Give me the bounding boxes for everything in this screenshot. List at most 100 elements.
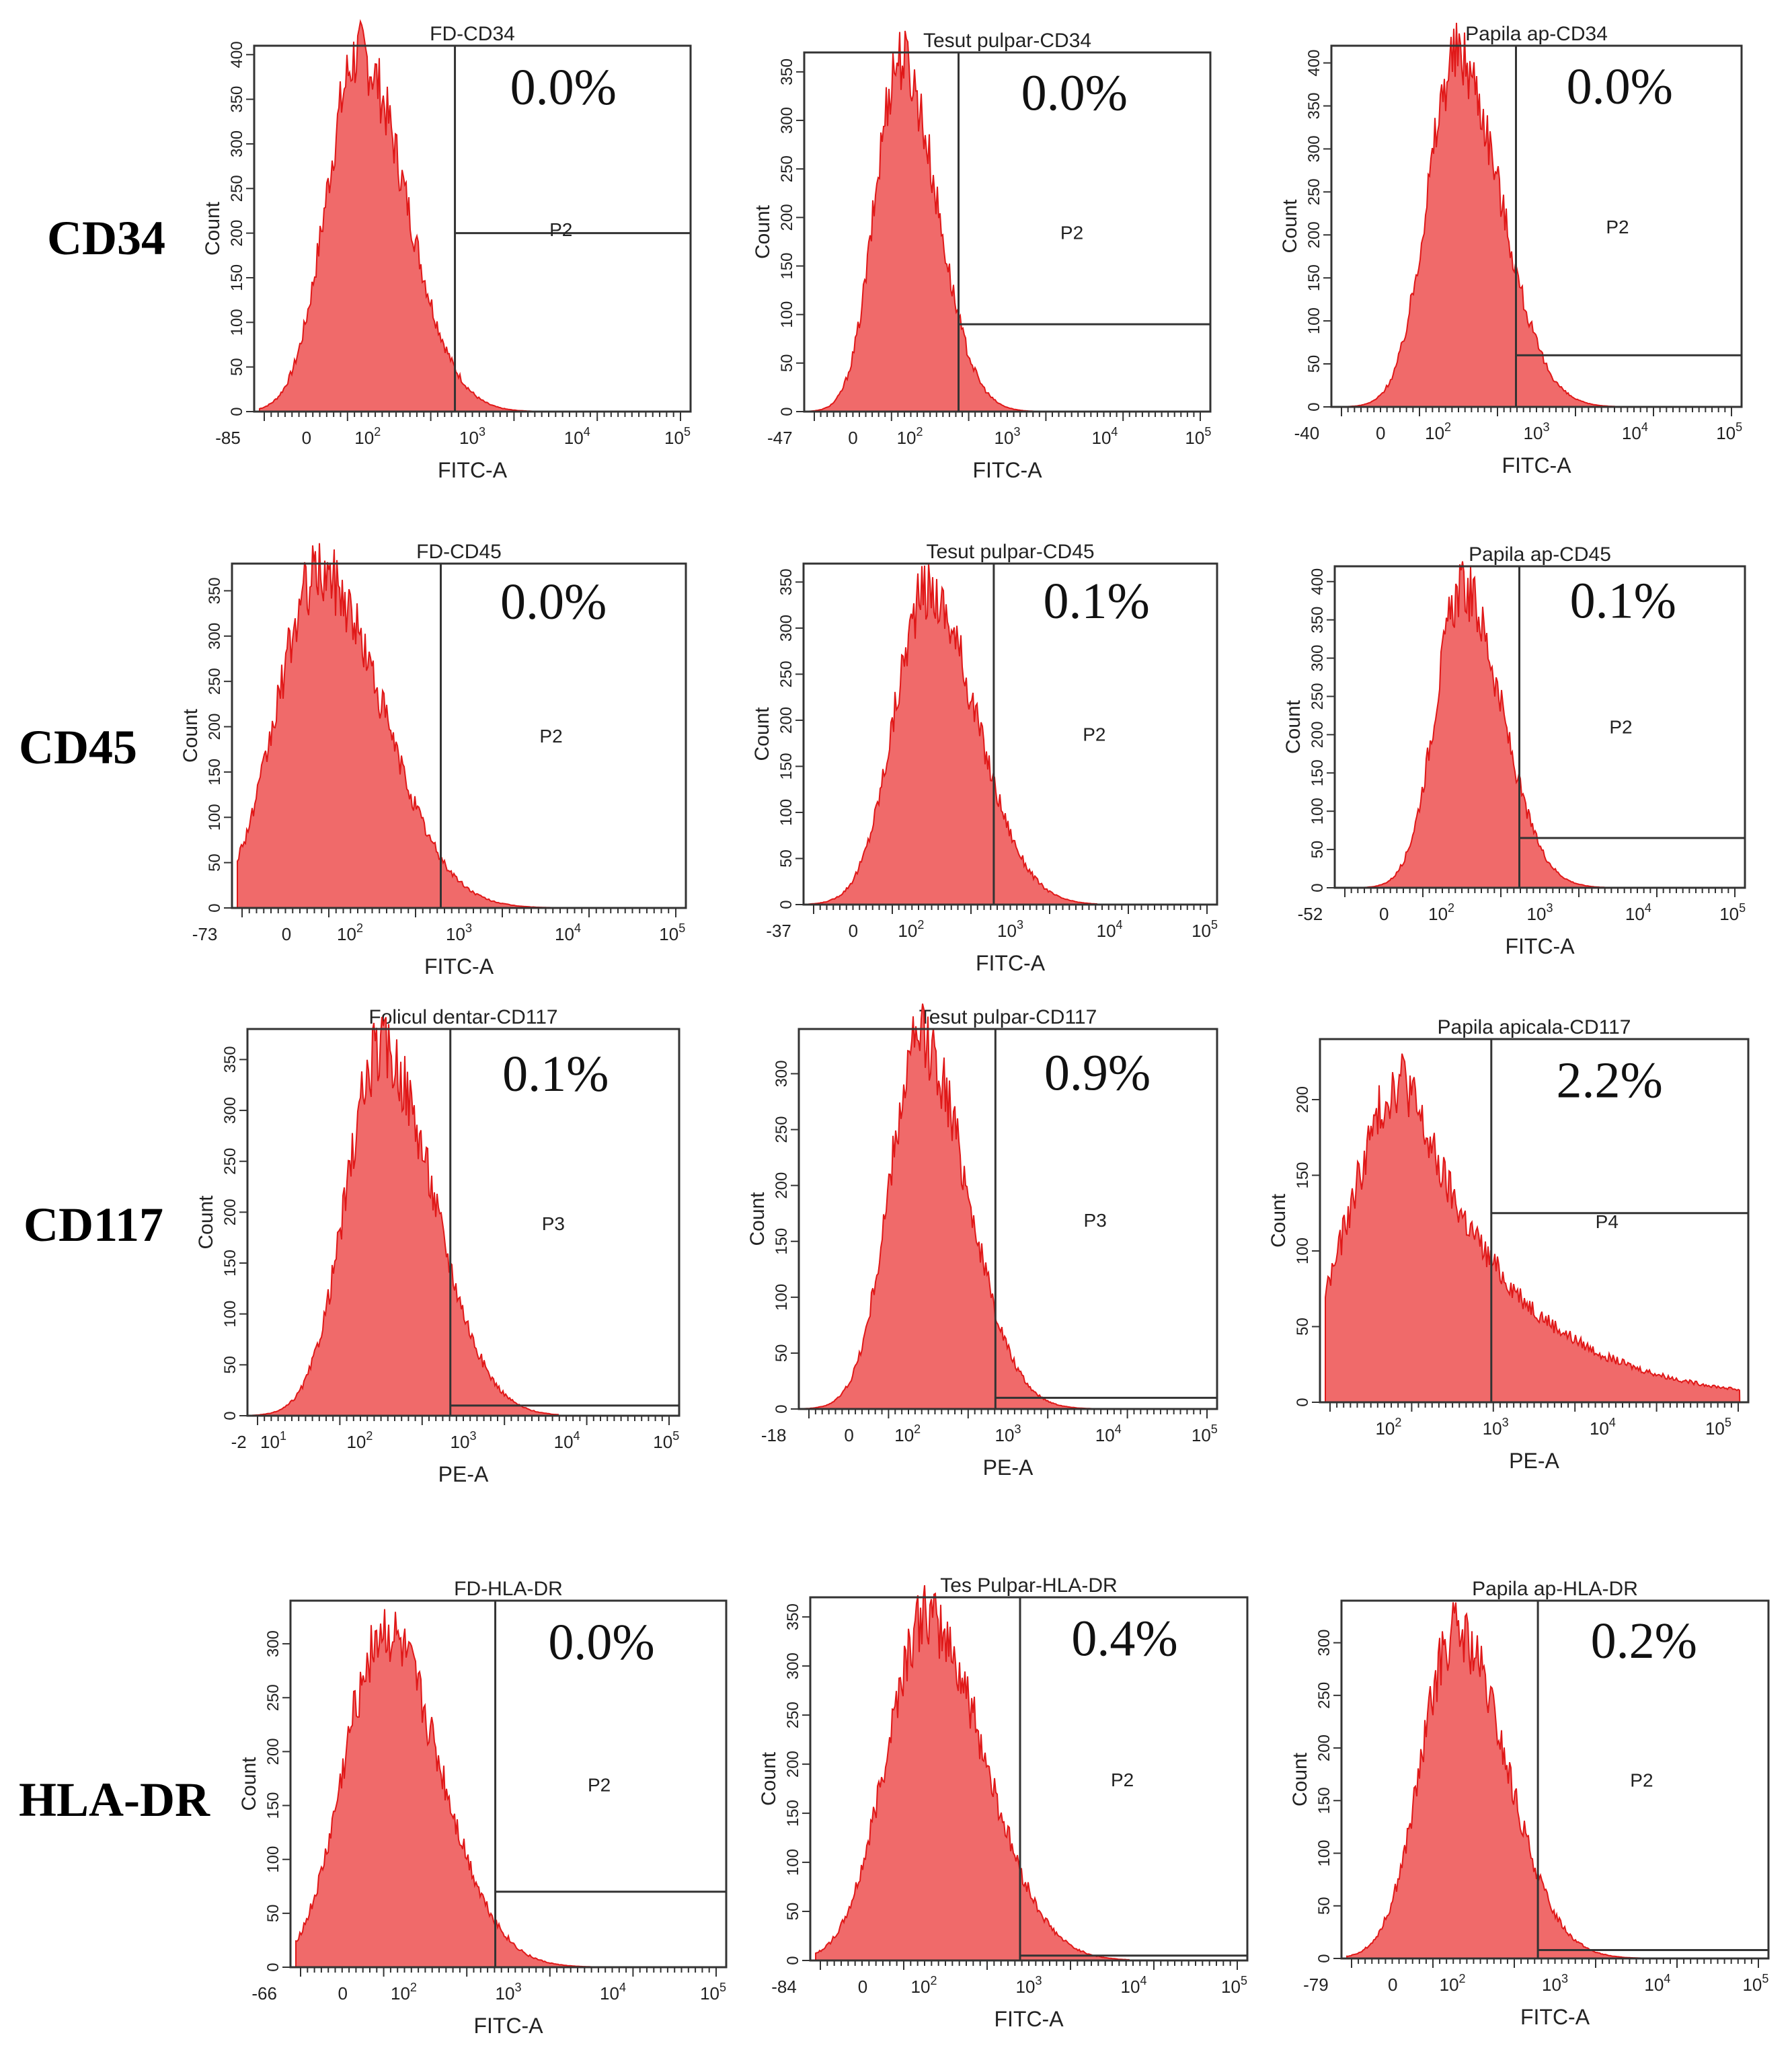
y-tick-label: 0 [1309, 883, 1327, 892]
gate-percent: 0.0% [1021, 65, 1128, 121]
x-axis-label: PE-A [983, 1455, 1034, 1480]
y-tick-label: 50 [777, 849, 795, 868]
y-tick-label: 350 [206, 577, 224, 604]
y-tick-label: 50 [264, 1905, 282, 1923]
x-tick-label: -79 [1303, 1975, 1329, 1995]
x-tick-label: -37 [766, 921, 791, 941]
histogram-panel-10: FD-HLA-DR 0.0% P2 0 50 100 150 200 250 300 Count -6… [238, 1578, 728, 2038]
panel-title: FD-HLA-DR [454, 1578, 563, 1600]
y-tick-label: 150 [206, 759, 224, 786]
gate-percent: 0.1% [1570, 572, 1676, 629]
y-tick-label: 50 [206, 853, 224, 872]
histogram-bars [259, 19, 564, 412]
y-tick-label: 50 [1305, 355, 1323, 373]
panel-title: Tesut pulpar-CD34 [923, 30, 1091, 52]
x-tick-label: 104 [1625, 901, 1651, 924]
y-tick-label: 150 [221, 1250, 239, 1276]
y-axis-label: Count [752, 204, 774, 259]
y-tick-label: 150 [773, 1228, 791, 1255]
x-axis-label: FITC-A [994, 2007, 1064, 2031]
y-tick-label: 50 [221, 1356, 239, 1374]
y-tick-label: 200 [777, 707, 795, 734]
histogram-panel-3: Papila ap-CD34 0.0% P2 0 50 100 150 200 250 300 35… [1279, 22, 1743, 478]
x-tick-label: -85 [215, 428, 241, 448]
x-tick-label: 103 [446, 921, 472, 944]
x-tick-label: 105 [659, 921, 685, 944]
y-tick-label: 100 [221, 1301, 239, 1328]
y-tick-label: 0 [773, 1404, 791, 1413]
x-tick-label: 104 [564, 425, 590, 448]
histogram-panel-12: Papila ap-HLA-DR 0.2% P2 0 50 100 150 200 250 300… [1289, 1578, 1770, 2029]
y-tick-label: 100 [1315, 1840, 1333, 1867]
x-tick-label: 0 [1376, 423, 1385, 443]
x-tick-label: -84 [771, 1977, 797, 1997]
row-label-hla-dr: HLA-DR [19, 1773, 210, 1827]
y-tick-label: 300 [777, 615, 795, 642]
x-tick-label: 103 [496, 1981, 522, 2004]
x-tick-label: 101 [260, 1429, 286, 1452]
panel-title: FD-CD34 [430, 23, 515, 45]
x-tick-label: 104 [554, 1429, 580, 1452]
gate-percent: 0.9% [1044, 1044, 1151, 1101]
y-tick-label: 150 [1294, 1161, 1312, 1188]
x-axis-label: FITC-A [438, 458, 508, 482]
histogram-bars [1336, 22, 1619, 408]
histogram-panel-8: Tesut pulpar-CD117 0.9% P3 0 50 100 150 200 250 3… [746, 1003, 1218, 1480]
histogram-panel-11: Tes Pulpar-HLA-DR 0.4% P2 0 50 100 150 200 250 30… [758, 1574, 1249, 2031]
x-tick-label: 102 [1440, 1972, 1466, 1995]
x-tick-label: 105 [664, 425, 691, 448]
x-tick-label: 102 [346, 1429, 373, 1452]
y-tick-label: 250 [777, 660, 795, 687]
x-tick-label: 105 [1192, 918, 1218, 941]
panel-title: Folicul dentar-CD117 [368, 1006, 557, 1028]
y-tick-label: 300 [1305, 135, 1323, 162]
x-tick-label: 102 [898, 918, 924, 941]
x-tick-label: 0 [858, 1977, 867, 1997]
y-tick-label: 400 [1309, 568, 1327, 595]
gate-label: P2 [1083, 724, 1105, 745]
x-tick-label: 105 [1705, 1416, 1731, 1439]
y-tick-label: 300 [228, 130, 246, 157]
y-tick-label: 150 [777, 753, 795, 779]
x-tick-label: -18 [761, 1425, 787, 1445]
y-axis-label: Count [758, 1751, 780, 1806]
y-tick-label: 200 [778, 204, 796, 231]
row-label-cd45: CD45 [19, 720, 137, 774]
x-tick-label: 105 [653, 1429, 679, 1452]
y-tick-label: 50 [773, 1344, 791, 1363]
x-tick-label: 104 [1644, 1972, 1670, 1995]
x-axis-label: FITC-A [976, 951, 1046, 975]
histogram-panel-5: Tesut pulpar-CD45 0.1% P2 0 50 100 150 200 250 30… [751, 541, 1218, 975]
x-tick-label: -73 [192, 924, 218, 944]
y-tick-label: 150 [1305, 264, 1323, 291]
x-tick-label: 102 [1428, 901, 1454, 924]
gate-percent: 0.0% [1567, 59, 1673, 115]
y-tick-label: 250 [228, 175, 246, 202]
y-tick-label: 250 [1315, 1682, 1333, 1709]
x-tick-label: -40 [1294, 423, 1320, 443]
histogram-panel-4: FD-CD45 0.0% P2 0 50 100 150 200 250 300 350 Count -… [180, 541, 687, 979]
y-tick-label: 300 [784, 1652, 802, 1679]
x-tick-label: 103 [1524, 420, 1550, 443]
panel-title: Tesut pulpar-CD45 [926, 541, 1094, 563]
x-tick-label: 102 [337, 921, 363, 944]
x-tick-label: 103 [997, 918, 1023, 941]
y-tick-label: 150 [264, 1792, 282, 1819]
panel-title: Tesut pulpar-CD117 [919, 1006, 1097, 1028]
x-tick-label: -47 [767, 428, 793, 448]
x-tick-label: -52 [1298, 904, 1323, 924]
y-axis-label: Count [195, 1195, 217, 1250]
gate-label: P4 [1596, 1211, 1619, 1232]
y-tick-label: 100 [773, 1284, 791, 1311]
x-tick-label: 0 [848, 428, 857, 448]
y-tick-label: 100 [1305, 307, 1323, 334]
row-label-cd117: CD117 [24, 1198, 163, 1252]
x-tick-label: 103 [995, 1422, 1021, 1445]
y-tick-label: 300 [1315, 1630, 1333, 1656]
histogram-bars [237, 543, 555, 909]
y-tick-label: 50 [784, 1903, 802, 1921]
gate-percent: 2.2% [1556, 1052, 1662, 1108]
x-tick-label: -66 [251, 1983, 277, 2004]
x-tick-label: 103 [1016, 1974, 1042, 1997]
